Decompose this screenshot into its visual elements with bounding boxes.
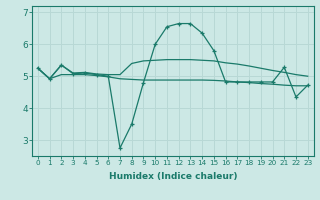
X-axis label: Humidex (Indice chaleur): Humidex (Indice chaleur): [108, 172, 237, 181]
